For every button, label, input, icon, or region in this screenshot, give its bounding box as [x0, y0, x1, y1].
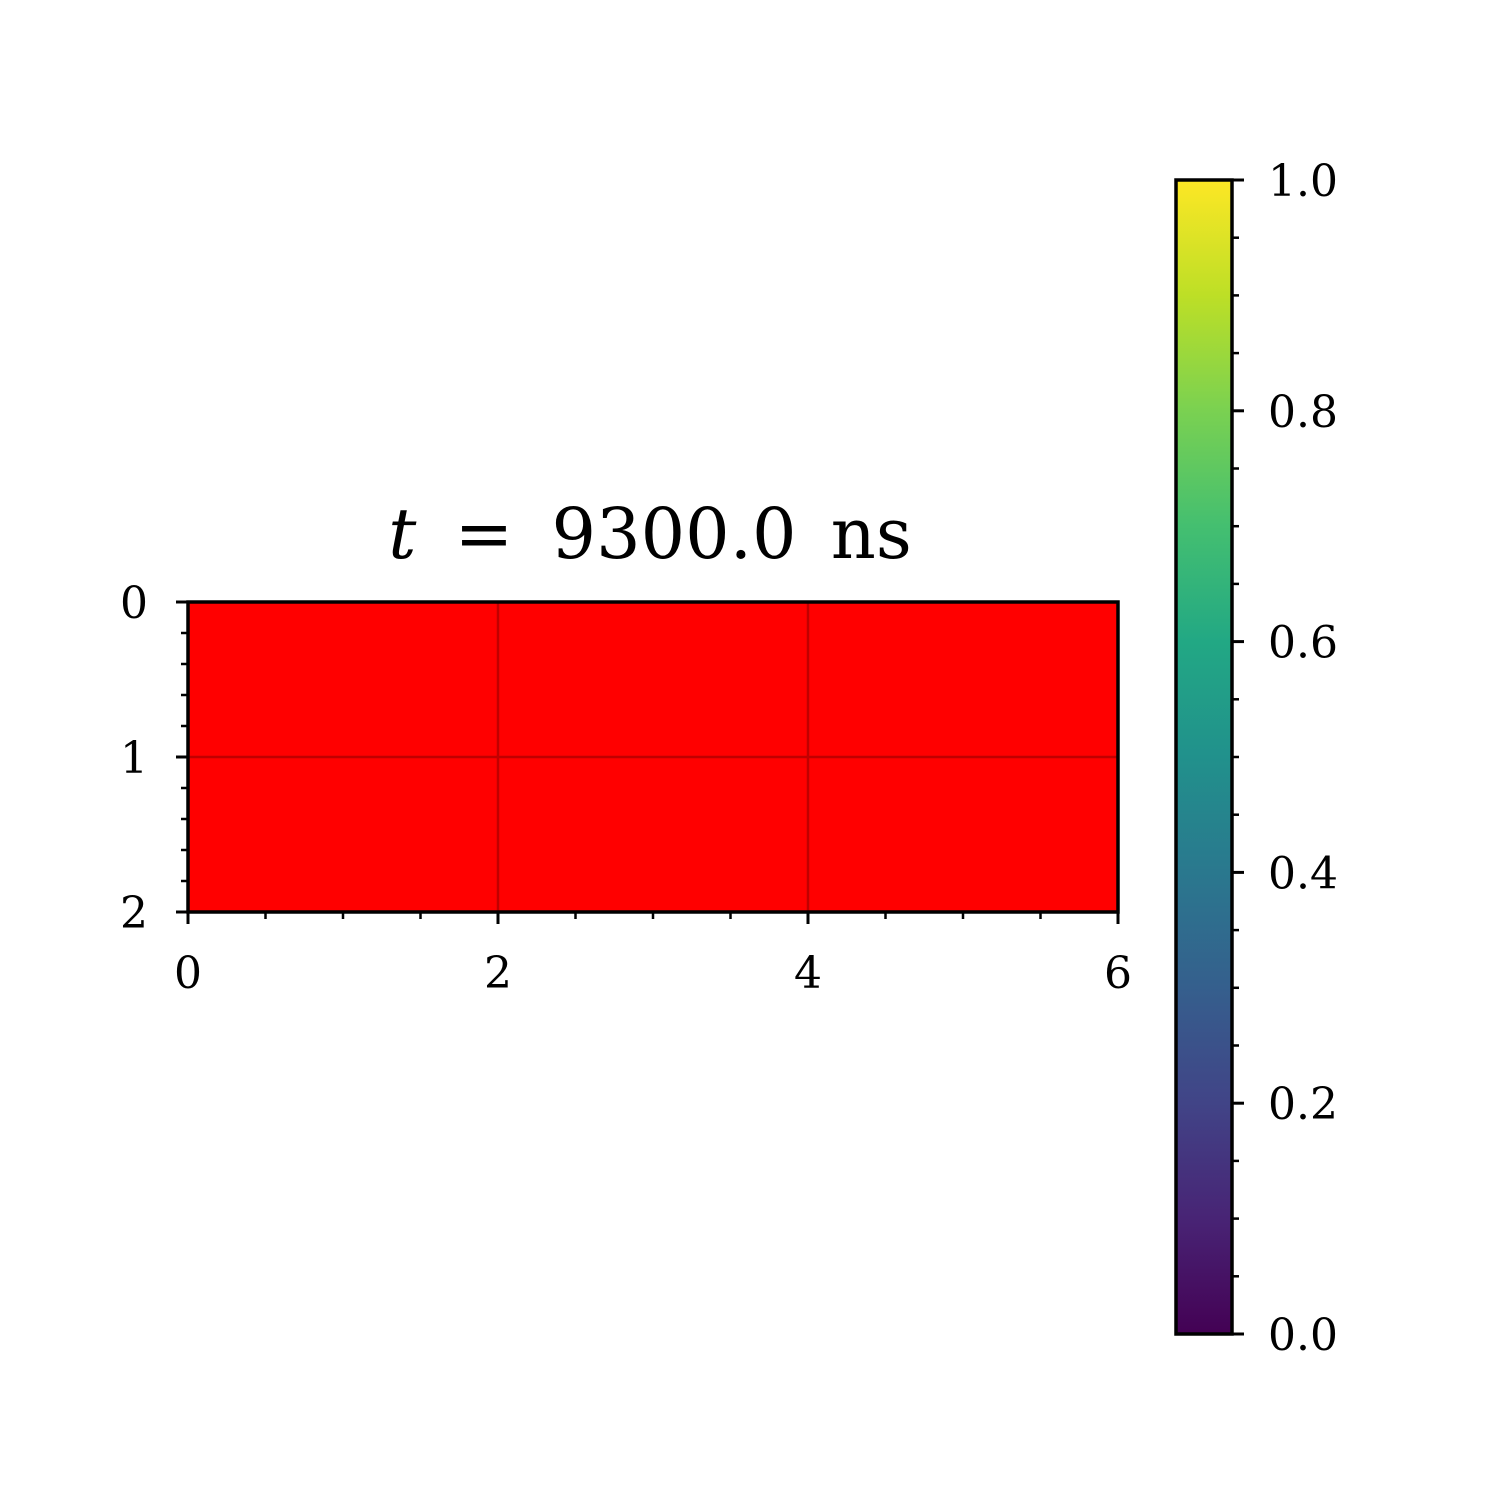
gridlines — [188, 602, 1118, 912]
colorbar-tick-label-0.4: 0.4 — [1268, 848, 1338, 899]
x-axis: 0 2 4 6 — [174, 912, 1132, 999]
x-tick-label-4: 4 — [794, 948, 822, 999]
colorbar — [1176, 180, 1232, 1334]
x-tick-label-0: 0 — [174, 948, 202, 999]
x-tick-label-6: 6 — [1104, 948, 1132, 999]
title-variable: t — [388, 493, 417, 575]
colorbar-tick-label-0.6: 0.6 — [1268, 618, 1338, 669]
title-unit: ns — [831, 493, 912, 575]
colorbar-tick-label-0.8: 0.8 — [1268, 387, 1338, 438]
colorbar-tick-label-1.0: 1.0 — [1268, 156, 1338, 207]
colorbar-tick-label-0.0: 0.0 — [1268, 1310, 1338, 1361]
colorbar-axis: 0.0 0.2 0.4 0.6 0.8 1.0 — [1232, 156, 1338, 1361]
title-equals: = — [455, 493, 514, 575]
colorbar-tick-label-0.2: 0.2 — [1268, 1079, 1338, 1130]
y-tick-label-1: 1 — [120, 733, 148, 784]
y-tick-label-2: 2 — [120, 888, 148, 939]
x-tick-label-2: 2 — [484, 948, 512, 999]
y-axis: 0 1 2 — [120, 578, 188, 939]
title-value: 9300.0 — [552, 493, 797, 575]
chart-title: t = 9300.0 ns — [388, 493, 912, 575]
y-tick-label-0: 0 — [120, 578, 148, 629]
